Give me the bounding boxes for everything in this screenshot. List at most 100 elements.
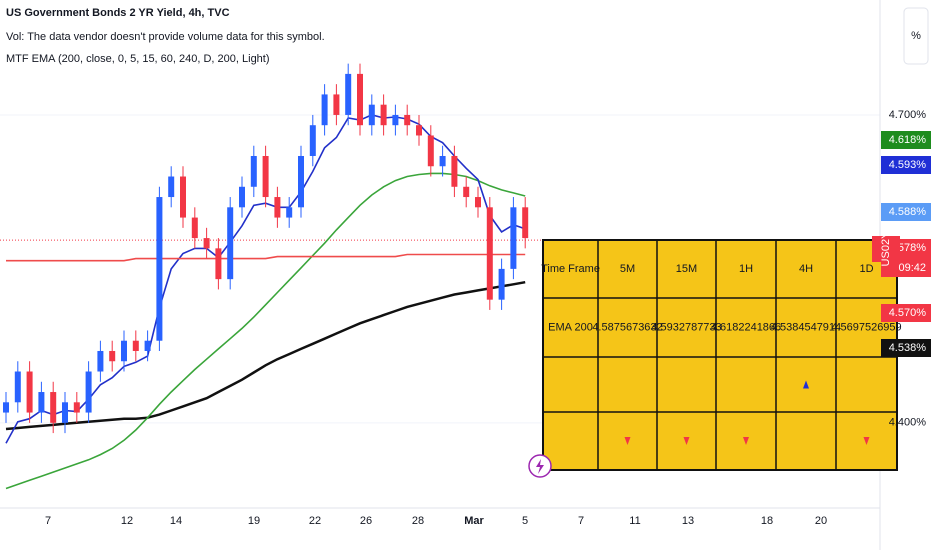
scale-button[interactable]: [903, 7, 929, 65]
candle-body: [416, 125, 422, 136]
x-tick-label: 11: [629, 515, 640, 527]
candle-body: [73, 402, 80, 413]
table-cell: 4.5384547914: [771, 321, 841, 333]
candle-body: [156, 197, 163, 341]
candle-body: [510, 207, 517, 269]
candle-body: [3, 402, 9, 413]
candle-body: [451, 155, 458, 187]
candle-body: [321, 94, 328, 126]
candle-body: [286, 207, 293, 218]
x-tick-label: 7: [45, 515, 51, 527]
candle-body: [14, 371, 21, 403]
price-label-bg: [881, 156, 931, 174]
price-label-bg: [881, 339, 931, 357]
ema-line: [5, 280, 526, 431]
candle-body: [309, 125, 316, 156]
candle-body: [439, 155, 446, 167]
ema-line: [6, 253, 526, 262]
up-arrow: [803, 380, 809, 389]
candle-body: [368, 104, 375, 126]
price-label-bg: [881, 131, 931, 149]
table-header: 5M: [620, 263, 635, 275]
table-header: 1D: [859, 263, 873, 275]
x-tick-label: 18: [761, 515, 773, 527]
candle-body: [404, 114, 411, 126]
ema-table: Time Frame 5M 15M 1H 4H 1D EMA 200 4.5875673632…: [541, 239, 902, 471]
candle-body: [26, 371, 33, 413]
candle-body: [239, 186, 245, 208]
x-tick-label: 19: [248, 515, 260, 527]
down-arrow: [743, 437, 749, 445]
table-header: 1H: [739, 263, 753, 275]
candle-body: [486, 207, 493, 300]
candle-body: [191, 217, 198, 239]
price-label: 4.593%: [889, 159, 927, 171]
x-tick-label: 28: [412, 515, 424, 527]
y-tick-label: 4.400%: [889, 417, 927, 429]
x-tick-label: Mar: [464, 515, 484, 527]
price-label: 4.570%: [889, 307, 927, 319]
candle-body: [498, 268, 505, 300]
x-tick-label: 12: [121, 515, 133, 527]
candle-body: [345, 73, 352, 115]
down-arrow: [624, 437, 631, 445]
table-cell: 4.5932787733: [651, 321, 721, 333]
price-label-bg: [881, 304, 931, 322]
table-bg: [542, 239, 898, 471]
price-label: 4.588%: [889, 206, 927, 218]
candle-body: [274, 197, 281, 218]
candle-body: [427, 135, 434, 167]
lightning-glyph: [536, 459, 544, 474]
table-cell: 4.6182241866: [711, 321, 781, 333]
candle-body: [121, 340, 127, 362]
candle-body: [522, 207, 529, 239]
subtitle: Vol: The data vendor doesn't provide vol…: [6, 31, 325, 43]
indicator-label: MTF EMA (200, close, 0, 5, 15, 60, 240, …: [6, 53, 270, 65]
x-tick-label: 20: [815, 515, 827, 527]
table-cell: 4.5875673632: [592, 321, 662, 333]
price-label: 4.618%: [889, 134, 927, 146]
price-label: 4.538%: [889, 342, 927, 354]
candle-body: [463, 186, 470, 198]
table-header: 15M: [676, 263, 697, 275]
candle-body: [168, 176, 175, 198]
chart-title: US Government Bonds 2 YR Yield, 4h, TVC: [6, 7, 230, 19]
candle-body: [97, 350, 104, 372]
candle-body: [475, 197, 481, 208]
candle-body: [85, 371, 92, 413]
candle-body: [132, 340, 139, 351]
candle-body: [215, 248, 222, 280]
x-tick-label: 14: [170, 515, 182, 527]
countdown: 09:42: [898, 262, 926, 274]
candle-body: [144, 340, 151, 351]
candle-body: [203, 238, 210, 249]
down-arrow: [683, 437, 690, 445]
candle-body: [38, 392, 45, 413]
candle-body: [227, 207, 234, 280]
plot-area: [0, 63, 880, 490]
candle-body: [50, 392, 57, 423]
table-header: Time Frame: [541, 263, 600, 275]
candle-body: [109, 350, 116, 362]
x-tick-label: 13: [682, 515, 694, 527]
symbol-tag-bg: [872, 236, 900, 262]
table-header: 4H: [799, 263, 813, 275]
x-tick-label: 26: [360, 515, 372, 527]
candle-body: [298, 155, 304, 208]
candle-body: [333, 94, 340, 115]
scale-button-label[interactable]: %: [911, 30, 921, 42]
y-tick-label: 4.700%: [889, 109, 927, 121]
x-tick-label: 7: [578, 515, 584, 527]
candle-body: [62, 402, 68, 423]
candle-body: [357, 73, 363, 126]
table-cell: 4.5697526959: [831, 321, 901, 333]
candle-body: [250, 155, 257, 187]
candle-body: [180, 176, 186, 218]
candle-body: [392, 114, 399, 126]
x-tick-label: 22: [309, 515, 321, 527]
price-label-bg: [881, 203, 931, 221]
ema-line: [5, 172, 526, 490]
candle-body: [262, 155, 269, 198]
symbol-tag: US02Y: [880, 231, 892, 267]
